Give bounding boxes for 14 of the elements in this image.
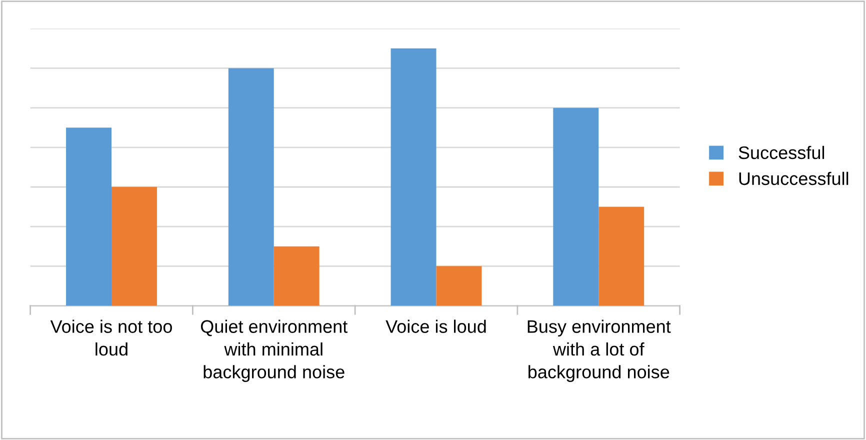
bar	[553, 108, 599, 306]
bar	[66, 128, 112, 306]
legend-label: Unsuccessfull	[739, 172, 848, 186]
bar	[111, 186, 157, 306]
bar	[274, 246, 320, 306]
x-tick-label: Voice is loud	[386, 320, 486, 333]
x-tick-label: Quiet environment with minimal background noise	[200, 320, 348, 382]
bar	[436, 266, 482, 306]
bar	[390, 48, 436, 306]
x-tick-label: Voice is not too loud	[50, 320, 172, 356]
bar	[598, 206, 644, 306]
bar	[228, 68, 274, 306]
legend-label: Successful	[738, 146, 824, 160]
x-tick-label: Busy environment with a lot of background noise	[528, 320, 671, 382]
